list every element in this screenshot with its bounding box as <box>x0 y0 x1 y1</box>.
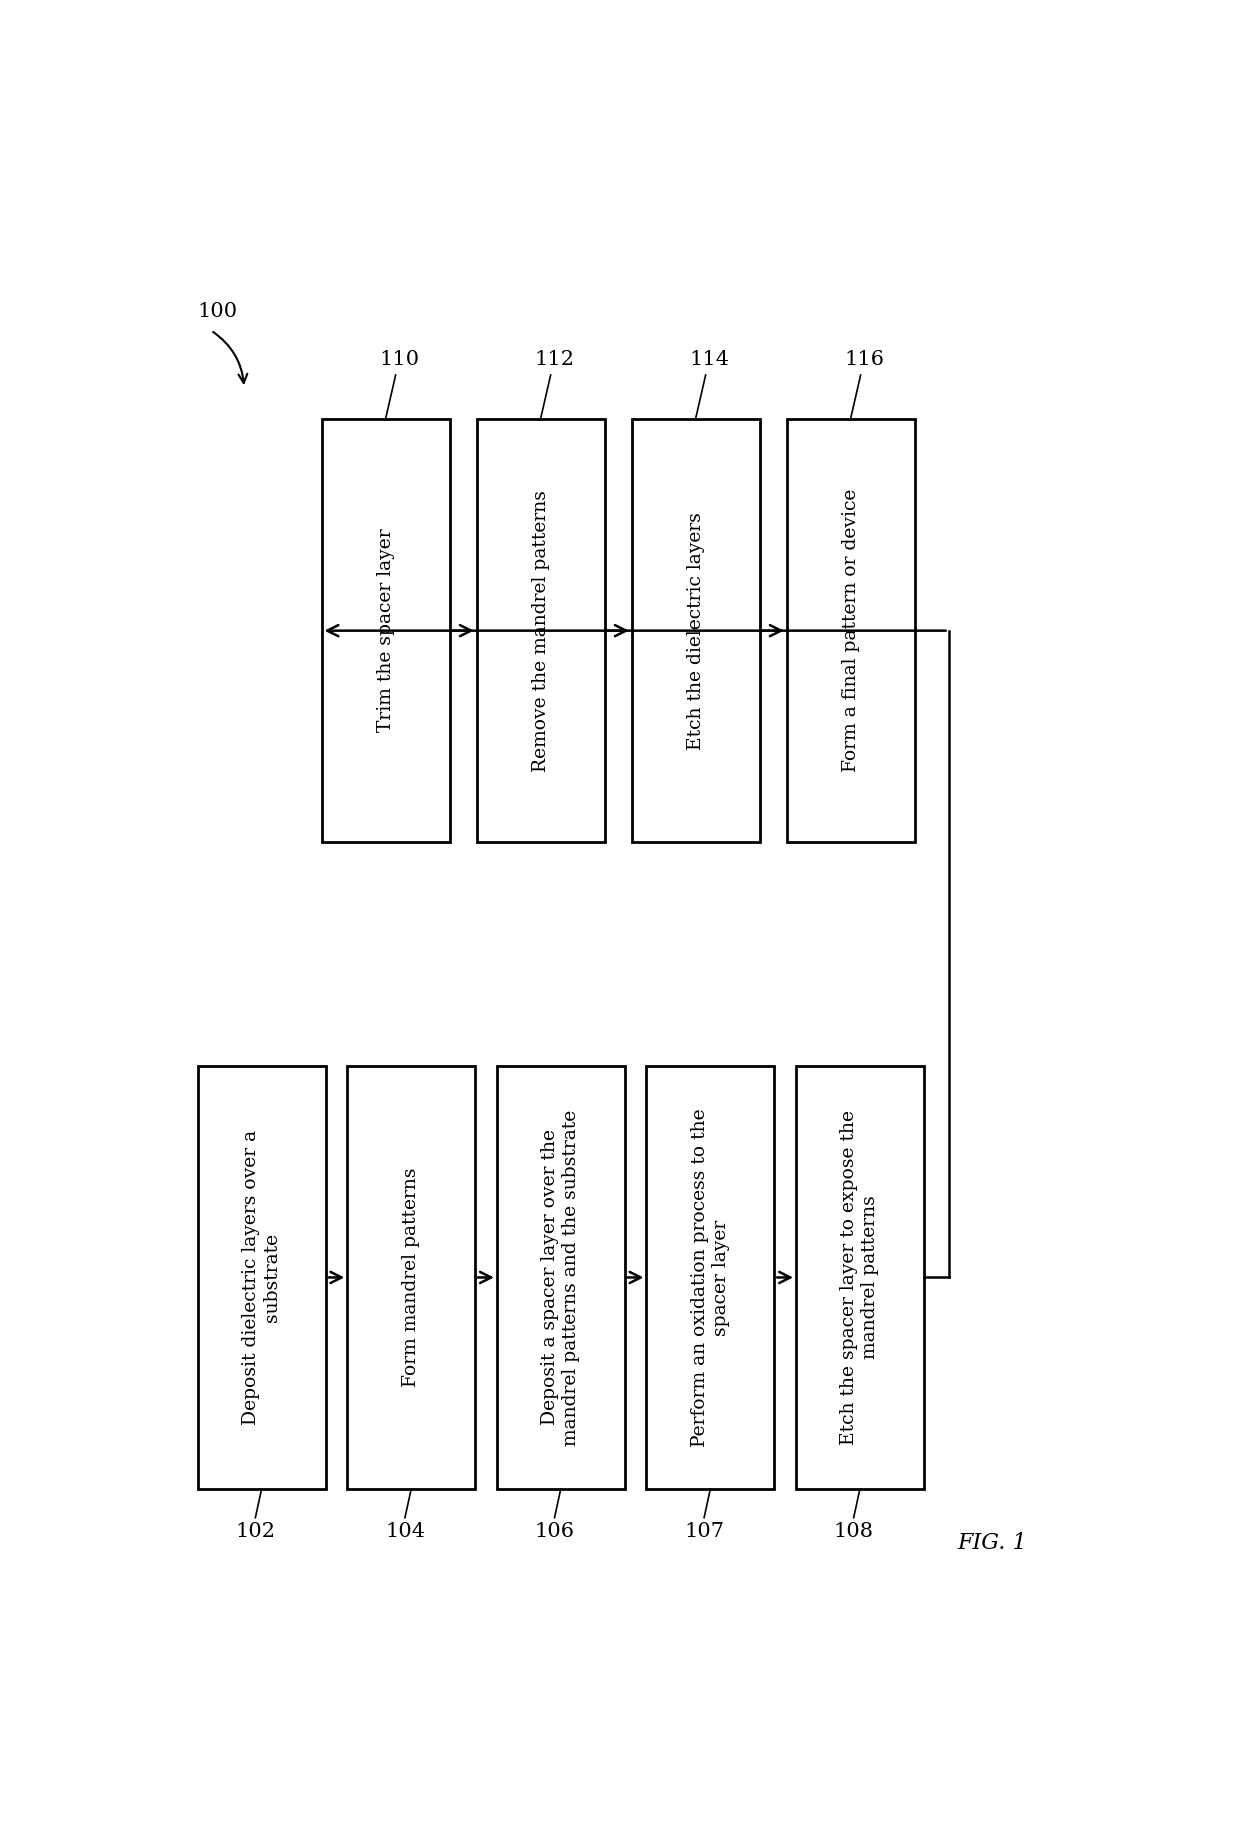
Text: Perform an oxidation process to the
spacer layer: Perform an oxidation process to the spac… <box>691 1108 729 1447</box>
Bar <box>321 419 449 843</box>
Bar <box>476 419 605 843</box>
Text: 104: 104 <box>384 1522 425 1540</box>
Bar <box>197 1066 325 1489</box>
Text: 116: 116 <box>844 349 884 369</box>
Text: 102: 102 <box>236 1522 275 1540</box>
Text: Form a final pattern or device: Form a final pattern or device <box>842 488 859 772</box>
Text: 100: 100 <box>197 302 238 320</box>
Text: 110: 110 <box>379 349 419 369</box>
Bar <box>646 1066 774 1489</box>
Text: Trim the spacer layer: Trim the spacer layer <box>377 529 394 732</box>
Text: FIG. 1: FIG. 1 <box>957 1533 1027 1555</box>
Text: 114: 114 <box>689 349 729 369</box>
Bar <box>631 419 759 843</box>
Text: Deposit dielectric layers over a
substrate: Deposit dielectric layers over a substra… <box>242 1130 281 1425</box>
Text: Etch the dielectric layers: Etch the dielectric layers <box>687 512 704 750</box>
Text: 106: 106 <box>534 1522 574 1540</box>
Text: 107: 107 <box>684 1522 724 1540</box>
Bar <box>497 1066 625 1489</box>
Text: 112: 112 <box>534 349 574 369</box>
Bar <box>786 419 915 843</box>
Text: Etch the spacer layer to expose the
mandrel patterns: Etch the spacer layer to expose the mand… <box>841 1110 879 1445</box>
Text: Form mandrel patterns: Form mandrel patterns <box>402 1167 420 1386</box>
Bar <box>796 1066 924 1489</box>
Text: Remove the mandrel patterns: Remove the mandrel patterns <box>532 490 549 772</box>
Bar <box>347 1066 475 1489</box>
Text: Deposit a spacer layer over the
mandrel patterns and the substrate: Deposit a spacer layer over the mandrel … <box>542 1110 580 1445</box>
Text: 108: 108 <box>833 1522 874 1540</box>
